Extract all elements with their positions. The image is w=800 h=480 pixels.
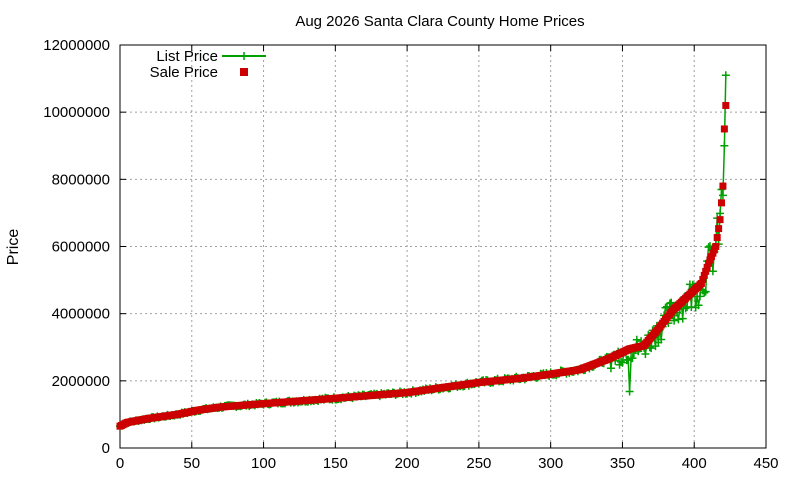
list-price-point-366: [641, 350, 650, 359]
list-price-point-380: [661, 303, 670, 312]
sale-price-point-407: [700, 271, 708, 279]
list-price-point-420: [718, 191, 727, 200]
list-price-point-383: [665, 299, 674, 308]
x-tick-label-0: 0: [116, 455, 124, 472]
chart-title: Aug 2026 Santa Clara County Home Prices: [295, 13, 584, 30]
list-price-point-422: [721, 71, 730, 80]
series-list-price: [116, 71, 730, 431]
list-price-point-389: [674, 315, 683, 324]
x-tick-label-2: 100: [251, 455, 276, 472]
sale-price-point-418: [716, 216, 724, 224]
list-price-point-418: [716, 209, 725, 218]
list-price-point-370: [647, 344, 656, 353]
x-tick-label-6: 300: [538, 455, 563, 472]
list-price-line: [119, 75, 727, 427]
sale-price-point-415: [712, 243, 720, 250]
x-tick-label-5: 250: [466, 455, 491, 472]
sale-price-point-405: [697, 279, 705, 287]
x-tick-label-3: 150: [323, 455, 348, 472]
sale-price-point-416: [713, 234, 721, 242]
legend-marker-list-price: [240, 52, 248, 60]
y-tick-label-0: 0: [102, 440, 110, 457]
legend-label-list-price: List Price: [156, 48, 218, 65]
list-price-point-377: [657, 335, 666, 344]
list-price-point-408: [701, 287, 710, 296]
list-price-point-355: [625, 387, 634, 396]
sale-price-point-417: [715, 225, 723, 233]
list-price-point-342: [606, 364, 615, 373]
list-price-point-421: [720, 141, 729, 150]
y-tick-label-1: 2000000: [52, 373, 110, 390]
list-price-point-349: [617, 357, 626, 366]
list-price-point-357: [628, 354, 637, 363]
y-tick-label-6: 12000000: [43, 37, 110, 54]
list-price-point-404: [695, 292, 704, 301]
sale-price-point-408: [702, 267, 710, 275]
y-axis-label: Price: [5, 229, 22, 266]
legend: List Price Sale Price: [150, 48, 266, 81]
axis-ticks: [119, 44, 767, 449]
tick-labels: 0 2000000 4000000 6000000 8000000 10000000 120…: [43, 37, 778, 472]
sale-price-point-420: [719, 182, 727, 190]
list-price-point-407: [700, 288, 709, 297]
list-price-point-392: [678, 314, 687, 323]
y-tick-label-4: 8000000: [52, 171, 110, 188]
legend-label-sale-price: Sale Price: [150, 64, 218, 81]
y-tick-label-3: 6000000: [52, 239, 110, 256]
list-price-point-386: [670, 316, 679, 325]
list-price-point-394: [681, 304, 690, 313]
x-tick-label-9: 450: [753, 455, 778, 472]
sale-price-point-421: [720, 125, 728, 133]
list-price-point-384: [667, 298, 676, 307]
legend-swatch-sale-price: [240, 68, 248, 76]
y-tick-label-5: 10000000: [43, 104, 110, 121]
x-tick-label-4: 200: [395, 455, 420, 472]
y-tick-label-2: 4000000: [52, 306, 110, 323]
sale-price-point-409: [703, 263, 711, 271]
x-tick-label-8: 400: [682, 455, 707, 472]
sale-price-point-422: [722, 101, 730, 109]
sale-price-point-406: [699, 275, 707, 283]
x-tick-label-1: 50: [183, 455, 200, 472]
list-price-point-360: [632, 335, 641, 344]
sale-price-point-419: [717, 199, 725, 207]
list-price-point-413: [708, 267, 717, 276]
list-price-point-350: [618, 358, 627, 367]
series-sale-price: [116, 101, 730, 430]
list-price-point-403: [694, 301, 703, 310]
x-tick-label-7: 350: [610, 455, 635, 472]
